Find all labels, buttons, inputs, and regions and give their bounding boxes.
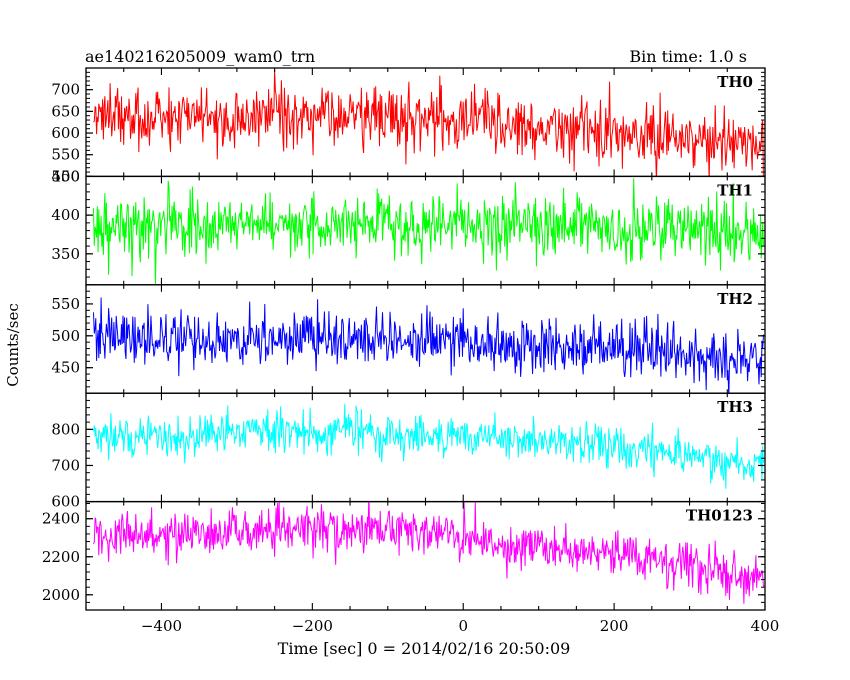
series-line-th0123 — [93, 501, 764, 604]
y-tick-label-th2: 550 — [51, 295, 80, 313]
x-tick-label: 400 — [751, 617, 780, 635]
x-tick-label: −200 — [292, 617, 333, 635]
y-tick-label-th0123: 2400 — [42, 510, 80, 528]
series-line-th1 — [93, 178, 764, 285]
x-tick-label: 200 — [600, 617, 629, 635]
y-tick-label-th1: 450 — [51, 167, 80, 185]
panel-label-th3: TH3 — [717, 398, 753, 416]
y-tick-label-th3: 800 — [51, 420, 80, 438]
y-tick-label-th2: 500 — [51, 327, 80, 345]
y-tick-label-th2: 450 — [51, 359, 80, 377]
y-tick-label-th1: 400 — [51, 206, 80, 224]
bin-time-label: Bin time: 1.0 s — [629, 47, 747, 66]
x-tick-label: 0 — [458, 617, 468, 635]
y-tick-label-th0123: 2200 — [42, 548, 80, 566]
panel-label-th0: TH0 — [717, 73, 753, 91]
x-tick-label: −400 — [141, 617, 182, 635]
chart-title: ae140216205009_wam0_trn — [85, 47, 315, 66]
y-tick-label-th0: 700 — [51, 81, 80, 99]
y-tick-label-th0: 600 — [51, 124, 80, 142]
series-line-th0 — [93, 68, 764, 177]
y-tick-label-th0: 500 — [51, 167, 80, 185]
y-tick-label-th3: 600 — [51, 493, 80, 511]
series-line-th3 — [93, 403, 764, 489]
series-line-th2 — [93, 297, 764, 394]
y-axis-label: Counts/sec — [4, 303, 22, 387]
x-axis-label: Time [sec] 0 = 2014/02/16 20:50:09 — [278, 639, 571, 658]
panel-label-th2: TH2 — [717, 290, 753, 308]
y-tick-label-th3: 700 — [51, 456, 80, 474]
panel-label-th0123: TH0123 — [686, 507, 753, 525]
y-tick-label-th1: 350 — [51, 245, 80, 263]
y-tick-label-th0123: 2000 — [42, 586, 80, 604]
panel-label-th1: TH1 — [717, 181, 753, 199]
y-tick-label-th0: 650 — [51, 102, 80, 120]
y-tick-label-th0: 550 — [51, 146, 80, 164]
